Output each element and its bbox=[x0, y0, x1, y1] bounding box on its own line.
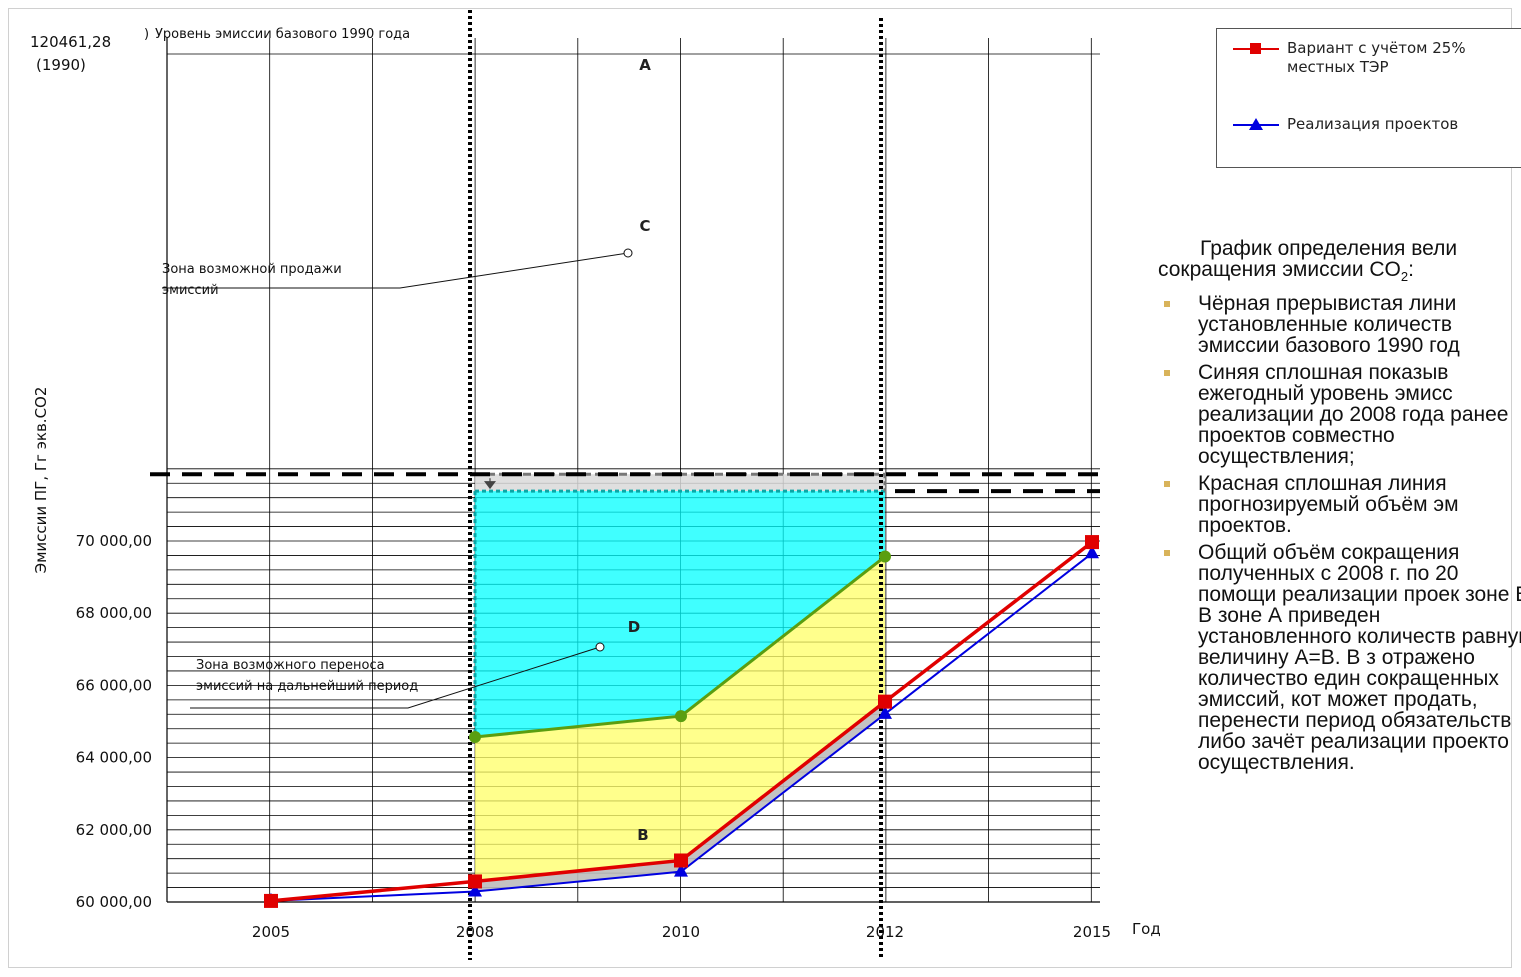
baseline-label: Уровень эмиссии базового 1990 года bbox=[155, 27, 410, 42]
description-bullet: Красная сплошная линия прогнозируемый об… bbox=[1158, 473, 1521, 536]
baseline-year: (1990) bbox=[36, 56, 86, 74]
down-arrow-icon bbox=[484, 481, 496, 490]
zone-a-label: A bbox=[639, 56, 651, 74]
series-green-point bbox=[469, 731, 481, 744]
legend-label-red-line1: Вариант с учётом 25% bbox=[1287, 39, 1466, 57]
y-tick-label: 62 000,00 bbox=[76, 821, 152, 839]
bullet-icon bbox=[1164, 301, 1170, 308]
y-tick-label: 64 000,00 bbox=[76, 749, 152, 767]
annotation-sale-zone: Зона возможной продажи bbox=[162, 262, 342, 277]
series-green-point bbox=[675, 710, 687, 723]
annotation-sale-zone: эмиссий bbox=[162, 283, 219, 298]
x-tick-label: 2010 bbox=[662, 923, 700, 941]
bullet-icon bbox=[1164, 370, 1170, 377]
description-title: График определения вели сокращения эмисс… bbox=[1158, 238, 1521, 287]
annotation-sale-zone-leader bbox=[162, 252, 629, 289]
series-blue-point bbox=[878, 705, 892, 719]
chart-frame bbox=[8, 8, 1512, 968]
x-tick-label: 2015 bbox=[1073, 923, 1111, 941]
zone-d-label: D bbox=[628, 618, 640, 636]
series-red-point bbox=[264, 893, 278, 908]
annotation-transfer-zone-pointer bbox=[595, 642, 605, 652]
series-red-point bbox=[468, 874, 482, 889]
description-bullet-text: Красная сплошная линия прогнозируемый об… bbox=[1198, 472, 1459, 538]
y-tick-label: 70 000,00 bbox=[76, 532, 152, 550]
y-axis-label: Эмиссии ПГ, Гг экв.CO2 bbox=[32, 387, 50, 574]
description-title-colon: : bbox=[1408, 258, 1414, 281]
annotation-transfer-zone-leader bbox=[190, 646, 601, 709]
x-tick-label: 2012 bbox=[866, 923, 904, 941]
description-bullet: Синяя сплошная показыв ежегодный уровень… bbox=[1158, 362, 1521, 467]
description-title-line2: сокращения эмиссии CO bbox=[1158, 258, 1401, 281]
baseline-value: 120461,28 bbox=[30, 33, 111, 51]
zone-c bbox=[475, 491, 885, 738]
series-red-point bbox=[878, 694, 892, 709]
baseline-paren: ) bbox=[144, 27, 149, 42]
x-tick-label: 2008 bbox=[456, 923, 494, 941]
description-bullet-text: Общий объём сокращения полученных с 2008… bbox=[1198, 541, 1521, 775]
annotation-sale-zone-pointer bbox=[623, 248, 633, 258]
legend: Вариант с учётом 25% местных ТЭР Реализа… bbox=[1216, 28, 1521, 168]
description-title-line1: График определения вели bbox=[1200, 237, 1458, 260]
zone-b-label: B bbox=[637, 826, 648, 844]
x-tick-label: 2005 bbox=[252, 923, 290, 941]
zone-a bbox=[475, 474, 885, 492]
legend-label-red-line2: местных ТЭР bbox=[1287, 58, 1389, 76]
series-blue-point bbox=[468, 883, 482, 897]
y-tick-label: 60 000,00 bbox=[76, 893, 152, 911]
series-green-point bbox=[879, 550, 891, 563]
annotation-transfer-zone: Зона возможного переноса bbox=[196, 658, 385, 673]
description-bullet-text: Синяя сплошная показыв ежегодный уровень… bbox=[1198, 361, 1509, 469]
annotation-transfer-zone: эмиссий на дальнейший период bbox=[196, 679, 418, 694]
series-blue-point bbox=[674, 863, 688, 877]
legend-label-blue: Реализация проектов bbox=[1287, 115, 1459, 133]
description-bullet-text: Чёрная прерывистая лини установленные ко… bbox=[1198, 292, 1460, 358]
x-axis-label: Год bbox=[1132, 920, 1161, 938]
series-blue-point bbox=[1085, 545, 1099, 559]
red-square-marker-icon bbox=[1250, 43, 1261, 54]
description-bullet: Чёрная прерывистая лини установленные ко… bbox=[1158, 293, 1521, 356]
description-title-subscript: 2 bbox=[1400, 269, 1409, 285]
description-bullets: Чёрная прерывистая лини установленные ко… bbox=[1158, 293, 1521, 773]
blue-triangle-marker-icon bbox=[1249, 118, 1263, 130]
y-tick-label: 68 000,00 bbox=[76, 604, 152, 622]
series-red-point bbox=[1085, 535, 1099, 550]
description-bullet: Общий объём сокращения полученных с 2008… bbox=[1158, 542, 1521, 773]
bullet-icon bbox=[1164, 550, 1170, 557]
zone-c-label: C bbox=[639, 217, 650, 235]
bullet-icon bbox=[1164, 481, 1170, 488]
y-tick-label: 66 000,00 bbox=[76, 676, 152, 694]
description: График определения вели сокращения эмисс… bbox=[1158, 238, 1521, 779]
series-red-point bbox=[674, 853, 688, 868]
